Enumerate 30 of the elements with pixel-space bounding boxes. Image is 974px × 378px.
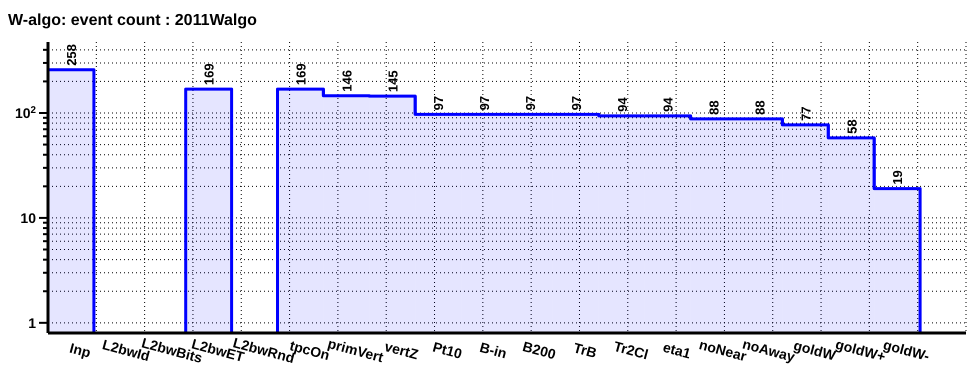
x-tick-label: eta1 (661, 338, 693, 362)
x-tick-label: Pt10 (431, 338, 464, 362)
y-tick-label: 1 (28, 314, 36, 331)
x-tick-label: primVert (326, 335, 386, 366)
data-label: 169 (202, 63, 217, 86)
data-label: 169 (293, 63, 308, 86)
data-label: 19 (890, 170, 906, 185)
data-label: 97 (522, 96, 538, 110)
x-tick-label: Tr2Cl (612, 338, 650, 362)
data-label: 146 (339, 70, 354, 92)
data-label: 97 (568, 96, 584, 110)
data-label: 88 (752, 100, 768, 115)
data-label: 58 (844, 119, 860, 134)
x-tick-label: Inp (68, 340, 92, 361)
data-label: 97 (431, 96, 446, 110)
data-label: 97 (477, 96, 492, 110)
x-tick-label: B-in (478, 338, 509, 362)
y-tick-label: 10$^{2}$ (14, 104, 37, 121)
data-label: 94 (660, 96, 676, 112)
data-label: 145 (385, 70, 400, 92)
chart-title: W-algo: event count : 2011Walgo (8, 12, 257, 30)
x-tick-label: goldW- (882, 336, 932, 364)
data-label: 88 (706, 100, 722, 115)
data-label: 77 (798, 106, 814, 121)
x-tick-label: vertZ (382, 338, 421, 362)
data-label: 258 (64, 44, 79, 66)
y-tick-label: 10 (20, 210, 36, 226)
data-label: 94 (614, 96, 630, 112)
x-tick-label: B200 (521, 338, 558, 362)
x-tick-label: TrB (572, 339, 598, 361)
